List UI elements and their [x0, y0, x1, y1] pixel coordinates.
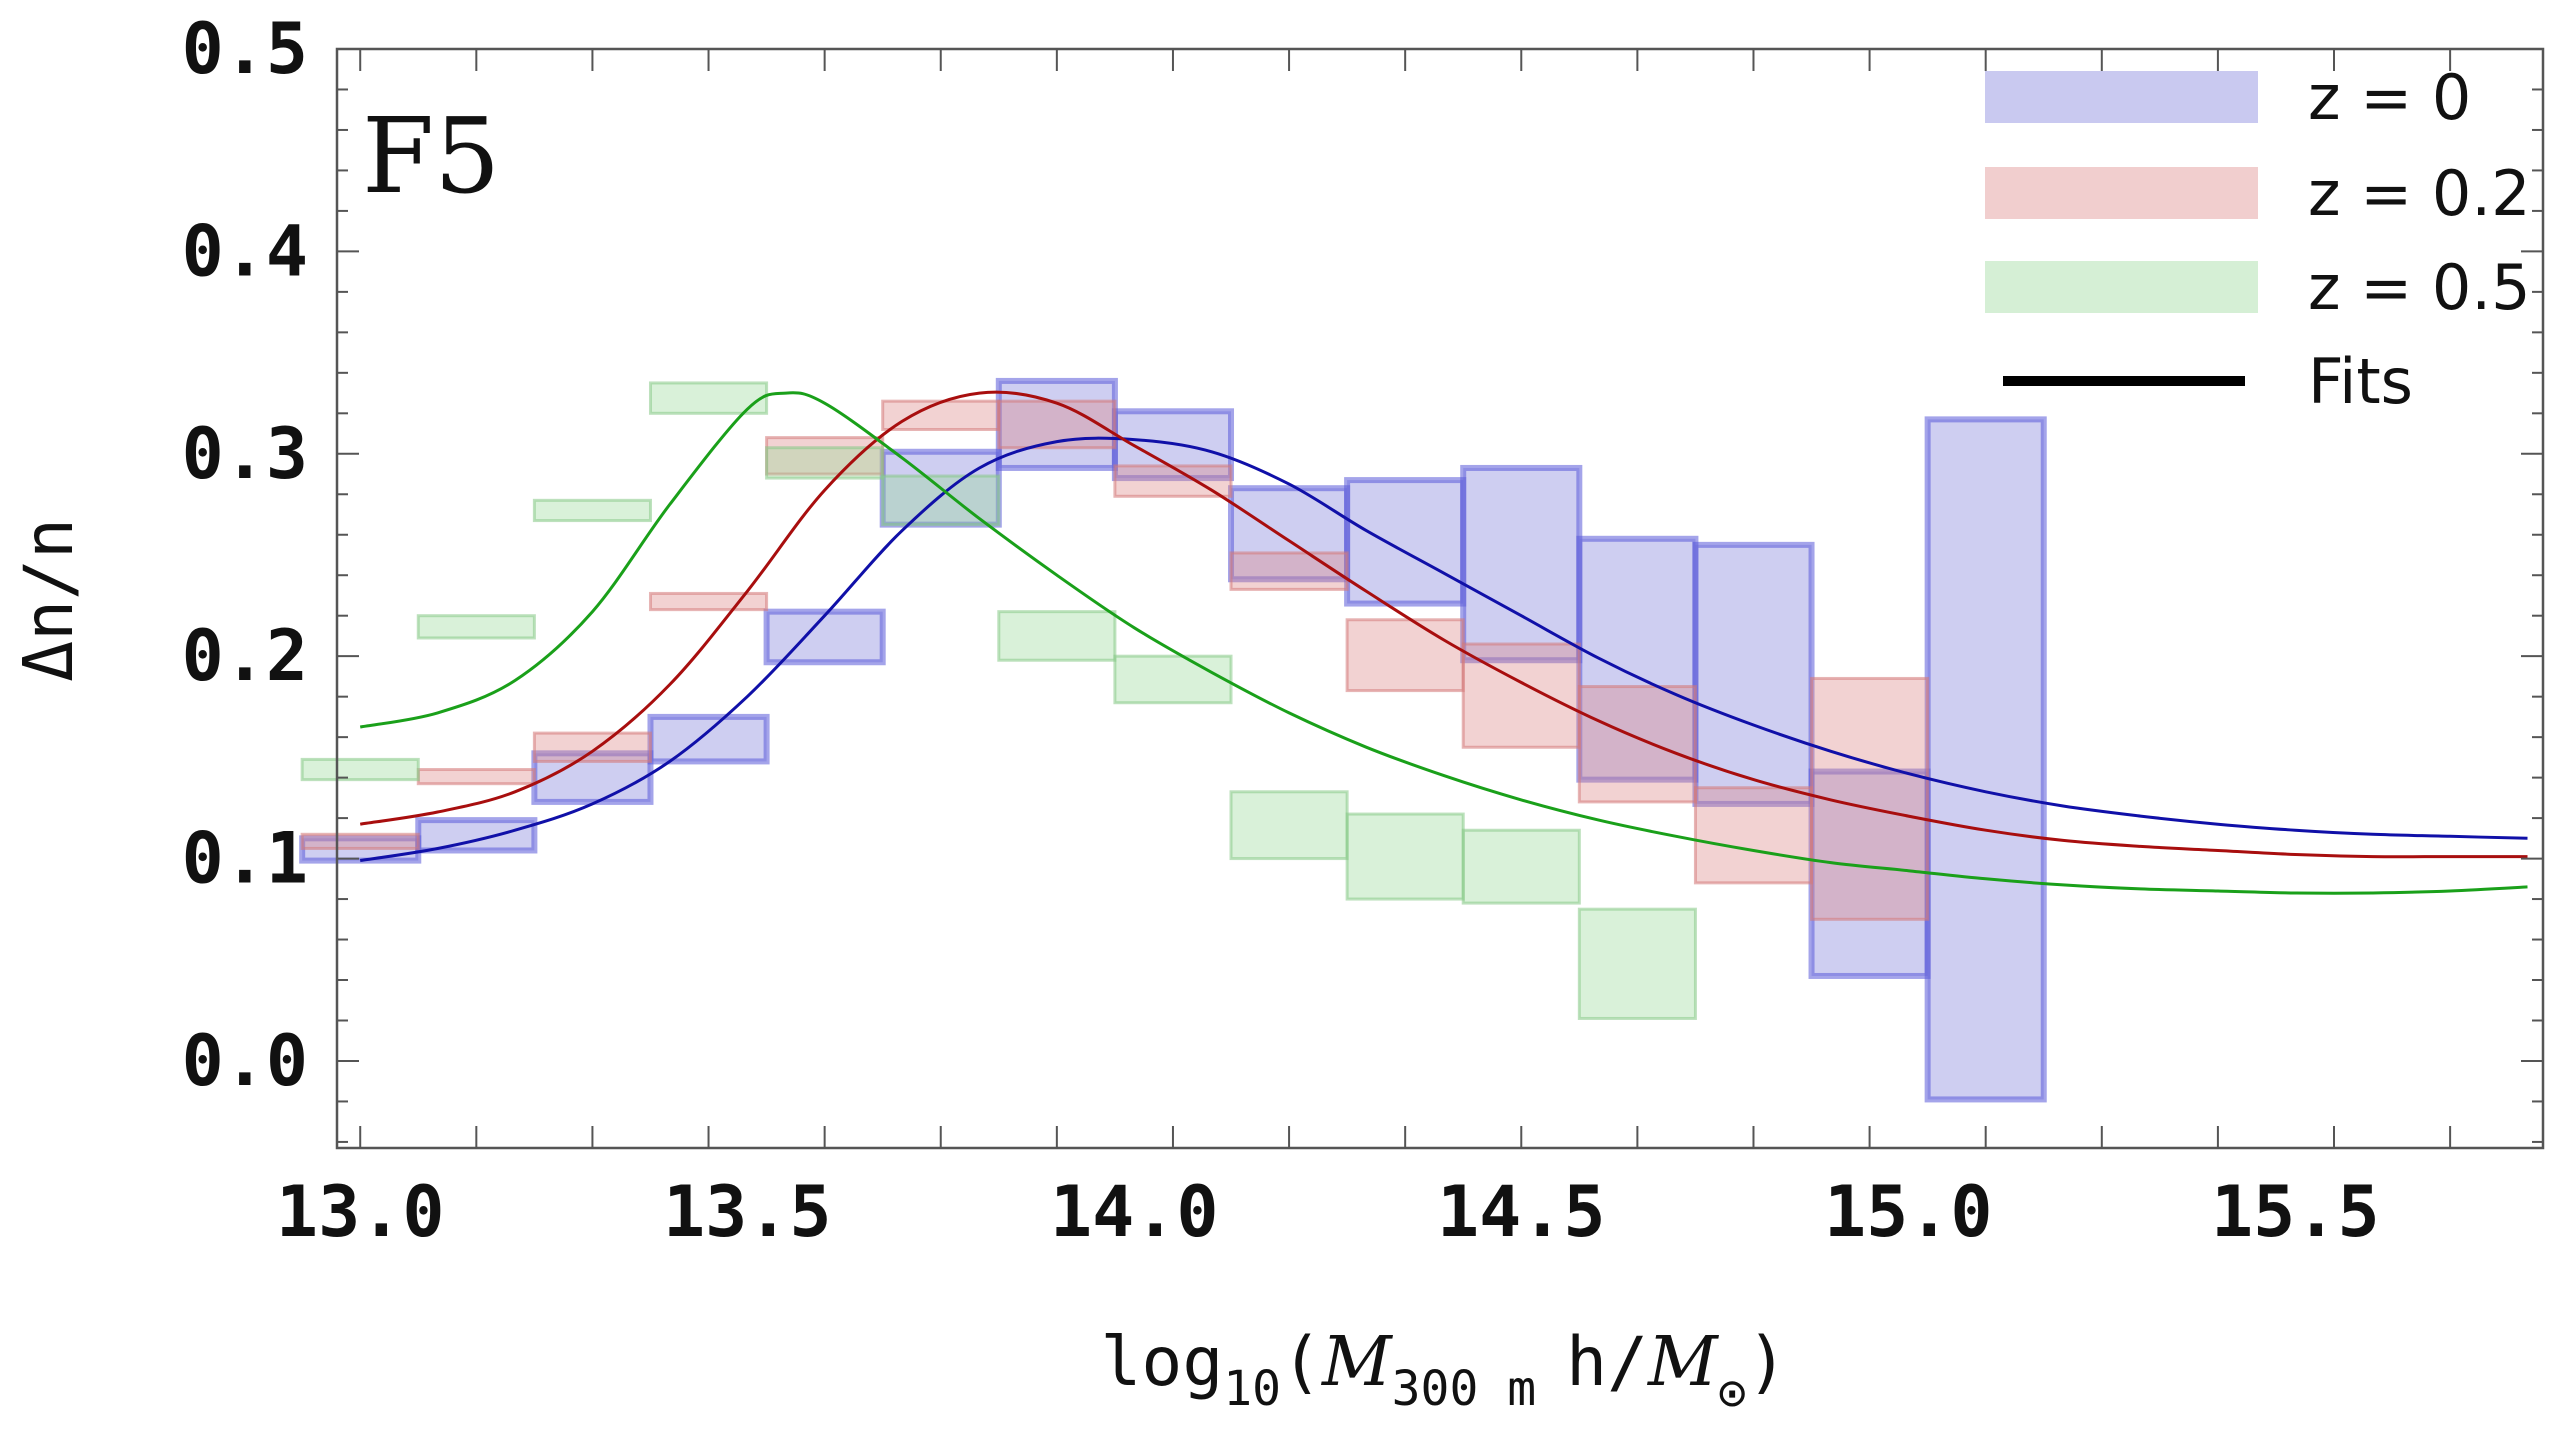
- legend-swatch-2: [1985, 261, 2258, 313]
- box-1-3: [648, 591, 769, 612]
- box-0-14: [1924, 416, 2047, 1103]
- box-2-7: [1113, 654, 1233, 705]
- box-2-0: [300, 757, 420, 782]
- box-2-8: [1229, 790, 1349, 861]
- x-tick-label: 15.5: [2211, 1171, 2380, 1253]
- plot-frame: [335, 47, 2545, 1150]
- box-2-4: [765, 446, 885, 480]
- box-0-12: [1692, 541, 1815, 807]
- box-1-1: [416, 768, 536, 786]
- legend-label-2: z = 0.5: [2308, 251, 2531, 324]
- x-tick-label: 13.0: [276, 1171, 445, 1253]
- x-tick-label: 15.0: [1824, 1171, 1993, 1253]
- box-0-10: [1460, 464, 1583, 664]
- box-0-3: [647, 713, 770, 765]
- x-label-h: h/: [1566, 1323, 1648, 1402]
- box-1-4: [765, 436, 885, 476]
- x-label-mass-sub: 300 m: [1392, 1361, 1537, 1417]
- legend-swatch-1: [1985, 167, 2258, 219]
- x-label-log-base: 10: [1223, 1361, 1281, 1417]
- x-tick-label: 14.5: [1437, 1171, 1606, 1253]
- box-2-5: [881, 474, 1001, 527]
- x-label-log: log: [1100, 1323, 1223, 1402]
- panel-label: F5: [362, 95, 500, 217]
- y-tick-label: 0.1: [182, 818, 308, 900]
- box-1-9: [1345, 618, 1465, 693]
- fit-curves: [359, 390, 2528, 895]
- box-2-1: [416, 614, 536, 640]
- box-1-2: [532, 731, 652, 763]
- fit-curve-1: [359, 390, 2528, 859]
- box-2-2: [532, 498, 652, 523]
- box-1-12: [1693, 786, 1814, 885]
- box-2-11: [1577, 907, 1697, 1020]
- legend-swatch-0: [1985, 71, 2258, 123]
- axis-ticks: [337, 48, 2543, 1148]
- box-1-5: [881, 399, 1001, 432]
- y-tick-label: 0.0: [182, 1020, 308, 1102]
- box-0-6: [995, 377, 1118, 471]
- box-2-6: [997, 610, 1117, 662]
- y-tick-label: 0.4: [182, 210, 308, 292]
- x-label-sun-sub: ⊙: [1718, 1365, 1747, 1421]
- x-label-mass: M: [1320, 1323, 1394, 1402]
- x-label-close-paren: ): [1747, 1323, 1788, 1402]
- y-tick-label: 0.3: [182, 413, 308, 495]
- x-label-sun-mass: M: [1646, 1323, 1720, 1402]
- y-axis-label: Δn/n: [10, 518, 89, 682]
- fit-curve-0: [359, 436, 2528, 863]
- fit-curve-2: [359, 391, 2528, 895]
- box-1-6: [997, 399, 1117, 450]
- series-2-boxes: [300, 381, 1697, 1020]
- box-0-1: [415, 817, 538, 854]
- box-0-4: [763, 608, 886, 666]
- box-1-0: [300, 832, 420, 850]
- x-tick-label: 14.0: [1050, 1171, 1219, 1253]
- x-axis-label: log10(M300 m h/M⊙): [1100, 1323, 1787, 1421]
- legend-label-0: z = 0: [2308, 61, 2471, 134]
- box-1-11: [1577, 685, 1697, 804]
- y-tick-label: 0.2: [182, 615, 308, 697]
- x-tick-label: 13.5: [663, 1171, 832, 1253]
- box-0-9: [1344, 477, 1467, 607]
- box-1-8: [1229, 551, 1349, 591]
- x-label-open-paren: (: [1281, 1323, 1322, 1402]
- error-boxes: [299, 377, 2047, 1103]
- box-2-10: [1461, 828, 1581, 905]
- box-2-9: [1345, 812, 1465, 901]
- box-0-8: [1228, 485, 1351, 583]
- legend: z = 0 z = 0.2 z = 0.5 Fits: [1985, 61, 2531, 418]
- tick-labels: 13.0 13.5 14.0 14.5 15.0 15.5 0.0 0.1 0.2 0.3 0.4 0…: [182, 8, 2380, 1253]
- box-1-13: [1810, 676, 1930, 921]
- y-tick-label: 0.5: [182, 8, 308, 90]
- legend-label-3: Fits: [2308, 345, 2413, 418]
- legend-label-1: z = 0.2: [2308, 157, 2531, 230]
